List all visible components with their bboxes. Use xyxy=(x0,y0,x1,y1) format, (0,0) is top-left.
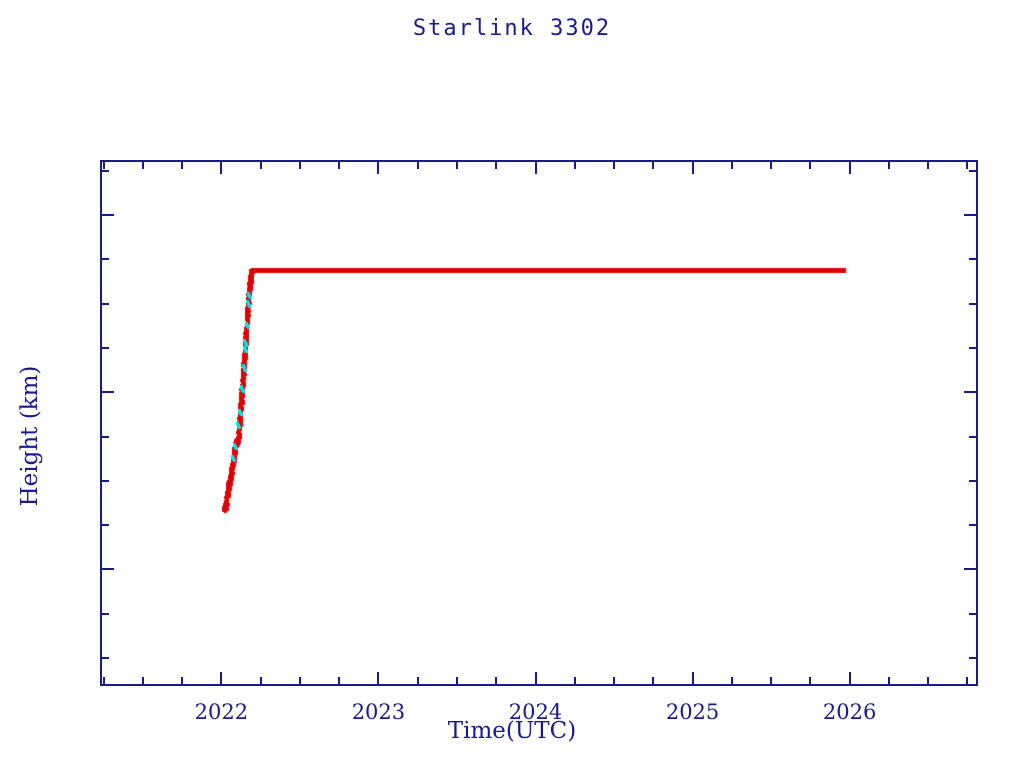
axis-tick xyxy=(927,677,930,684)
axis-tick xyxy=(969,612,976,615)
axis-tick xyxy=(613,162,616,169)
axis-tick xyxy=(102,346,109,349)
axis-tick xyxy=(534,162,537,174)
axis-tick xyxy=(102,169,109,172)
axis-tick xyxy=(102,656,109,659)
axis-tick xyxy=(259,677,262,684)
axis-tick xyxy=(927,162,930,169)
axis-tick xyxy=(298,162,301,169)
axis-tick xyxy=(495,162,498,169)
plot-area xyxy=(102,162,976,684)
axis-tick xyxy=(102,162,105,169)
axis-tick xyxy=(259,162,262,169)
axis-tick xyxy=(573,162,576,169)
axis-tick xyxy=(573,677,576,684)
data-series-canvas xyxy=(102,162,976,684)
axis-tick xyxy=(969,435,976,438)
axis-tick xyxy=(102,391,114,394)
axis-tick xyxy=(969,258,976,261)
axis-tick xyxy=(102,524,109,527)
axis-tick xyxy=(848,162,851,174)
axis-tick xyxy=(102,435,109,438)
axis-tick xyxy=(416,162,419,169)
axis-tick xyxy=(141,677,144,684)
axis-tick xyxy=(969,346,976,349)
axis-tick xyxy=(495,677,498,684)
axis-tick xyxy=(416,677,419,684)
axis-tick xyxy=(377,672,380,684)
axis-tick xyxy=(730,677,733,684)
axis-tick xyxy=(181,162,184,169)
x-tick-label: 2025 xyxy=(665,700,720,724)
axis-tick xyxy=(141,162,144,169)
axis-tick xyxy=(964,391,976,394)
axis-tick xyxy=(887,162,890,169)
x-tick-label: 2026 xyxy=(822,700,877,724)
axis-tick xyxy=(102,612,109,615)
axis-tick xyxy=(887,677,890,684)
axis-tick xyxy=(691,672,694,684)
axis-tick xyxy=(534,672,537,684)
axis-tick xyxy=(964,568,976,571)
axis-tick xyxy=(691,162,694,174)
axis-tick xyxy=(730,162,733,169)
axis-tick xyxy=(102,479,109,482)
axis-tick xyxy=(102,258,109,261)
axis-tick xyxy=(220,162,223,174)
axis-tick xyxy=(809,162,812,169)
axis-tick xyxy=(770,677,773,684)
axis-tick xyxy=(298,677,301,684)
axis-tick xyxy=(377,162,380,174)
x-axis-title: Time(UTC) xyxy=(447,718,577,744)
axis-tick xyxy=(652,677,655,684)
axis-tick xyxy=(455,677,458,684)
axis-tick xyxy=(969,656,976,659)
x-tick-label: 2024 xyxy=(508,700,563,724)
axis-tick xyxy=(969,169,976,172)
page-title: Starlink 3302 xyxy=(412,16,612,41)
axis-tick xyxy=(966,162,969,169)
axis-tick xyxy=(652,162,655,169)
x-tick-label: 2022 xyxy=(194,700,249,724)
axis-tick xyxy=(455,162,458,169)
axis-tick xyxy=(102,214,114,217)
axis-tick xyxy=(338,162,341,169)
axis-tick xyxy=(966,677,969,684)
axis-tick xyxy=(102,302,109,305)
axis-tick xyxy=(181,677,184,684)
axis-tick xyxy=(102,677,105,684)
axis-tick xyxy=(102,568,114,571)
x-tick-label: 2023 xyxy=(351,700,406,724)
axis-tick xyxy=(338,677,341,684)
axis-tick xyxy=(969,302,976,305)
axis-tick xyxy=(220,672,223,684)
axis-tick xyxy=(613,677,616,684)
y-axis-title: Height (km) xyxy=(17,365,43,507)
axis-tick xyxy=(964,214,976,217)
axis-tick xyxy=(969,479,976,482)
axis-tick xyxy=(969,524,976,527)
axis-tick xyxy=(770,162,773,169)
axis-tick xyxy=(809,677,812,684)
axis-tick xyxy=(848,672,851,684)
